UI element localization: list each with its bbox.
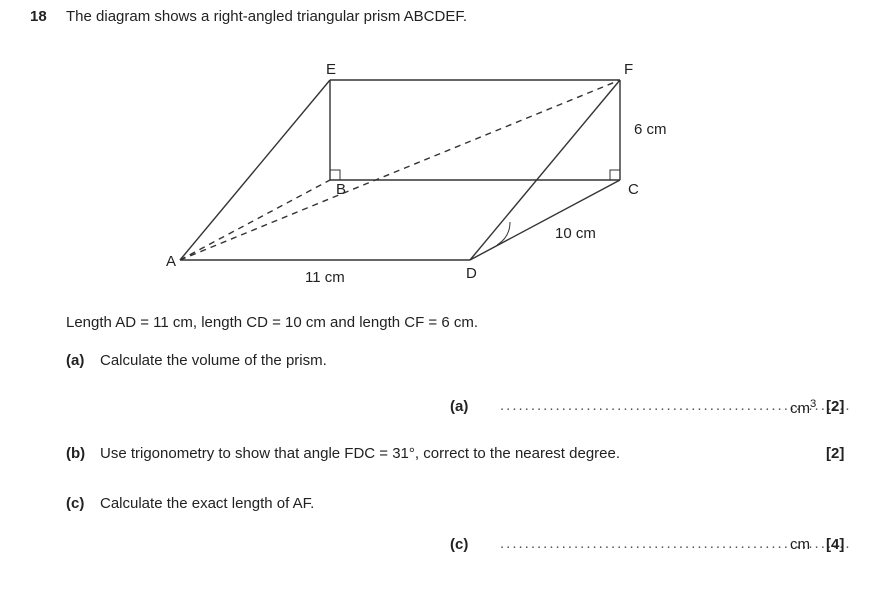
- svg-text:B: B: [336, 181, 346, 198]
- answer-a-unit: cm3: [790, 398, 816, 417]
- svg-text:C: C: [628, 181, 639, 198]
- answer-c-marks: [4]: [826, 536, 844, 553]
- exam-question-page: 18 The diagram shows a right-angled tria…: [0, 0, 872, 590]
- part-b-text: Use trigonometry to show that angle FDC …: [100, 445, 620, 462]
- svg-text:D: D: [466, 265, 477, 282]
- part-a-text: Calculate the volume of the prism.: [100, 352, 327, 369]
- answer-a-marks: [2]: [826, 398, 844, 415]
- svg-text:E: E: [326, 61, 336, 78]
- answer-a-label: (a): [450, 398, 468, 415]
- question-intro: The diagram shows a right-angled triangu…: [66, 8, 467, 25]
- svg-text:6 cm: 6 cm: [634, 121, 667, 138]
- svg-text:10 cm: 10 cm: [555, 225, 596, 242]
- prism-diagram: A B C D E F 11 cm 10 cm 6 cm: [150, 40, 710, 290]
- part-c-label: (c): [66, 495, 84, 512]
- question-number: 18: [30, 8, 47, 25]
- answer-c-label: (c): [450, 536, 468, 553]
- given-lengths: Length AD = 11 cm, length CD = 10 cm and…: [66, 314, 478, 331]
- part-a-label: (a): [66, 352, 84, 369]
- answer-b-marks: [2]: [826, 445, 844, 462]
- answer-c-unit: cm: [790, 536, 810, 553]
- part-c-text: Calculate the exact length of AF.: [100, 495, 314, 512]
- svg-text:A: A: [166, 253, 176, 270]
- svg-text:11 cm: 11 cm: [305, 269, 345, 286]
- part-b-label: (b): [66, 445, 85, 462]
- svg-text:F: F: [624, 61, 633, 78]
